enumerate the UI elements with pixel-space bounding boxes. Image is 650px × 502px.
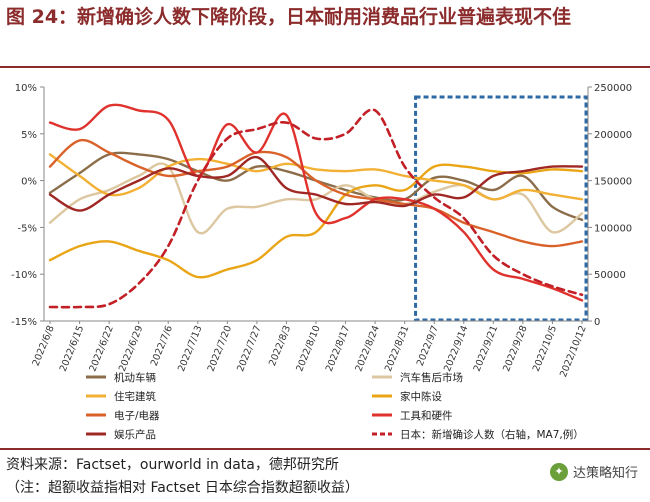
- legend-label: 汽车售后市场: [400, 371, 463, 384]
- y-left-tick-label: -10%: [11, 270, 37, 281]
- chart-axes: 10% 5% 0% -5% -10% -15% 250000 200000 150000 1000…: [11, 83, 632, 379]
- y-left-tick-label: 10%: [15, 83, 37, 94]
- x-tick-label: 2022/6/15: [58, 324, 86, 373]
- series-line-2: [48, 153, 584, 201]
- footer-rule: [0, 448, 650, 450]
- brand-watermark: ✦ 达策略知行: [549, 462, 638, 481]
- x-tick-label: 2022/7/27: [235, 324, 263, 373]
- y-right-tick-label: 0: [594, 317, 600, 328]
- footnote-text: （注：超额收益指相对 Factset 日本综合指数超额收益）: [6, 480, 359, 496]
- x-tick-label: 2022/9/14: [442, 324, 470, 373]
- x-tick-label: 2022/8/10: [294, 324, 322, 373]
- x-tick-label: 2022/7/13: [176, 324, 204, 373]
- legend-label: 住宅建筑: [114, 390, 156, 403]
- wechat-icon: ✦: [549, 462, 568, 481]
- figure-title: 图 24：新增确诊人数下降阶段，日本耐用消费品行业普遍表现不佳: [6, 6, 572, 28]
- legend-label: 娱乐产品: [114, 428, 156, 441]
- y-right-tick-label: 250000: [594, 83, 632, 94]
- y-left-tick-label: -5%: [18, 223, 37, 234]
- y-right-tick-label: 150000: [594, 177, 632, 188]
- x-tick-label: 2022/6/8: [31, 324, 57, 368]
- legend-label: 工具和硬件: [400, 410, 453, 422]
- legend-label: 日本：新增确诊人数（右轴，MA7,例）: [400, 428, 584, 441]
- y-left-tick-label: 5%: [21, 130, 37, 141]
- highlight-box: [414, 95, 588, 322]
- x-tick-label: 2022/6/22: [87, 324, 115, 373]
- series-line-4: [48, 138, 584, 248]
- series-line-6: [48, 155, 584, 212]
- title-rule: [0, 66, 650, 68]
- source-text: 资料来源：Factset，ourworld in data，德邦研究所: [6, 457, 339, 473]
- series-line-7: [48, 108, 584, 309]
- x-tick-label: 2022/8/24: [353, 324, 381, 373]
- x-tick-label: 2022/7/6: [149, 324, 175, 368]
- x-tick-label: 2022/9/7: [415, 324, 441, 368]
- brand-name: 达策略知行: [572, 466, 638, 481]
- x-tick-label: 2022/9/21: [472, 324, 500, 373]
- y-right-tick-label: 100000: [594, 223, 632, 234]
- x-tick-label: 2022/7/20: [206, 324, 234, 373]
- x-tick-label: 2022/8/17: [324, 324, 352, 373]
- y-left-tick-label: 0%: [21, 177, 37, 188]
- legend-label: 电子/电器: [114, 409, 160, 422]
- y-left-tick-label: -15%: [11, 317, 37, 328]
- line-chart: 10% 5% 0% -5% -10% -15% 250000 200000 150000 1000…: [11, 83, 632, 441]
- x-tick-label: 2022/10/12: [558, 324, 589, 379]
- y-right-tick-label: 50000: [594, 270, 626, 281]
- legend-label: 家中陈设: [400, 390, 442, 403]
- x-tick-label: 2022/6/29: [117, 324, 145, 373]
- legend-label: 机动车辆: [114, 371, 156, 384]
- x-tick-label: 2022/8/31: [383, 324, 411, 373]
- y-right-tick-label: 200000: [594, 130, 632, 141]
- x-tick-label: 2022/8/3: [267, 324, 293, 368]
- series-line-5: [48, 103, 584, 302]
- x-tick-label: 2022/10/5: [531, 324, 559, 373]
- x-tick-label: 2022/9/28: [501, 324, 529, 373]
- series-lines: [48, 103, 584, 309]
- highlight-region: [414, 95, 588, 322]
- series-line-3: [48, 163, 584, 279]
